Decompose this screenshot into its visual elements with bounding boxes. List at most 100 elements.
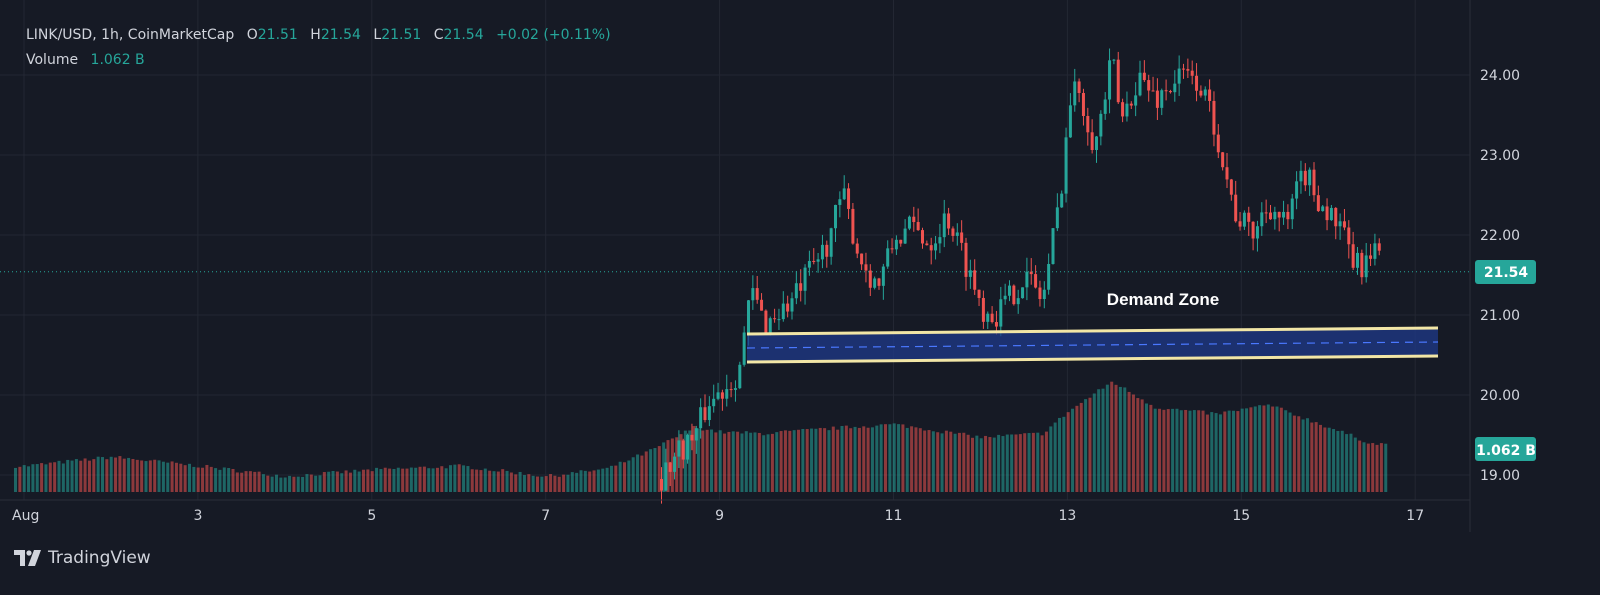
volume-bar xyxy=(583,470,587,492)
volume-bar xyxy=(679,434,683,492)
volume-bar xyxy=(227,467,231,492)
candle xyxy=(1186,58,1190,79)
price-axis[interactable]: 19.00 20.00 21.00 22.00 23.00 24.00 xyxy=(1480,68,1520,484)
candle xyxy=(1351,231,1355,270)
candle xyxy=(686,433,690,464)
volume-bar xyxy=(1162,409,1166,492)
volume-bar xyxy=(266,475,270,492)
volume-bar xyxy=(1362,442,1366,492)
volume-bar xyxy=(1175,408,1179,492)
volume-bar xyxy=(1145,403,1148,492)
volume-bar xyxy=(1079,402,1083,492)
volume-bar xyxy=(214,468,218,492)
volume-bar xyxy=(540,476,544,492)
candle xyxy=(929,237,933,265)
candle xyxy=(951,226,955,242)
candle xyxy=(1247,206,1251,236)
last-price-badge-bg xyxy=(1475,260,1536,284)
volume-bar xyxy=(836,429,840,492)
symbol-label[interactable]: LINK/USD, 1h, CoinMarketCap xyxy=(26,27,235,43)
volume-bar xyxy=(779,431,783,492)
volume-bar xyxy=(479,470,483,492)
candle xyxy=(955,223,959,246)
volume-bar xyxy=(66,459,70,492)
volume-bar xyxy=(1218,414,1222,492)
volume-bar xyxy=(157,460,161,492)
volume-bar xyxy=(79,460,83,492)
candle xyxy=(938,223,942,254)
candle xyxy=(925,240,929,246)
volume-bar xyxy=(792,430,796,492)
volume-bar xyxy=(1292,415,1296,492)
volume-bar xyxy=(318,475,322,492)
candle xyxy=(1286,204,1290,230)
candle xyxy=(999,286,1003,337)
candle xyxy=(1277,211,1281,232)
volume-bar xyxy=(305,474,309,492)
candle xyxy=(1008,280,1011,302)
volume-bar xyxy=(670,438,674,492)
candle xyxy=(1125,91,1129,122)
volume-bar xyxy=(1044,431,1048,492)
candle xyxy=(1138,60,1142,97)
volume-bar xyxy=(1018,434,1022,492)
volume-bar xyxy=(414,467,418,492)
volume-bar xyxy=(927,430,931,492)
volume-bar xyxy=(1371,443,1375,492)
volume-bar xyxy=(344,470,348,492)
tradingview-logo[interactable]: TradingView xyxy=(14,548,151,568)
volume-bar xyxy=(727,431,731,492)
volume-bar xyxy=(405,468,409,492)
open-value: 21.51 xyxy=(257,27,298,43)
volume-bar xyxy=(1236,411,1240,492)
candle xyxy=(1282,200,1286,225)
volume-bar xyxy=(462,465,466,492)
volume-bar xyxy=(892,423,896,492)
volume-bar xyxy=(557,476,561,492)
volume-bar xyxy=(1323,427,1327,492)
volume-bar xyxy=(1097,389,1101,492)
volume-bar xyxy=(966,434,970,492)
candle xyxy=(803,264,807,305)
candle xyxy=(1321,204,1325,212)
candle xyxy=(834,204,837,242)
volume-bar xyxy=(1023,433,1027,492)
volume-bar xyxy=(14,467,17,492)
volume-legend: Volume 1.062 B xyxy=(26,52,145,68)
volume-bar xyxy=(1114,384,1118,492)
volume-bar xyxy=(1123,387,1127,492)
candle xyxy=(703,394,707,423)
volume-bar xyxy=(135,459,139,492)
price-tick-label: 20.00 xyxy=(1480,388,1520,404)
volume-bar xyxy=(279,477,283,492)
volume-bar xyxy=(327,471,331,492)
volume-bar xyxy=(61,463,65,492)
volume-bar xyxy=(1319,424,1322,492)
volume-bar xyxy=(753,432,757,492)
volume-bar xyxy=(1366,443,1370,492)
candle xyxy=(1242,210,1246,230)
volume-bar xyxy=(631,457,635,492)
volume-bar xyxy=(627,460,631,492)
volume-bar xyxy=(549,474,553,492)
volume-bar xyxy=(1214,413,1218,492)
volume-bar xyxy=(1227,410,1231,492)
volume-bar xyxy=(253,471,257,492)
volume-badge: 1.062 B xyxy=(1475,437,1536,461)
time-axis[interactable]: Aug 3 5 7 9 11 13 15 17 xyxy=(12,508,1424,524)
candle xyxy=(1055,193,1059,232)
volume-bar xyxy=(1353,437,1357,492)
volume-key: Volume xyxy=(26,52,79,68)
volume-bar xyxy=(1105,384,1109,492)
volume-bar xyxy=(127,457,131,492)
tradingview-icon xyxy=(14,550,41,566)
last-price-value: 21.54 xyxy=(1484,265,1529,281)
candle xyxy=(921,227,924,249)
volume-bar xyxy=(823,428,827,492)
volume-bar xyxy=(396,467,400,492)
volume-bar xyxy=(605,467,609,492)
price-tick-label: 21.00 xyxy=(1480,308,1520,324)
volume-bar xyxy=(1240,408,1244,492)
candle xyxy=(942,199,946,248)
